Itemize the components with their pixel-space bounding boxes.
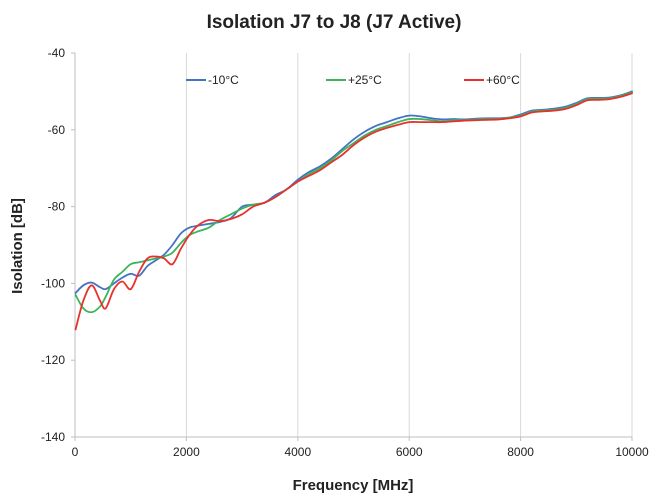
x-tick-label-5: 10000	[615, 445, 649, 459]
y-axis-label: Isolation [dB]	[9, 198, 26, 294]
chart-title: Isolation J7 to J8 (J7 Active)	[207, 12, 462, 33]
y-tick-label-2: -80	[48, 200, 66, 214]
axes	[71, 52, 633, 441]
legend: -10°C +25°C +60°C	[186, 73, 520, 87]
series-line-2	[74, 92, 633, 331]
y-tick-label-1: -60	[48, 123, 66, 137]
x-tick-label-2: 4000	[284, 445, 311, 459]
x-tick-label-1: 2000	[173, 445, 200, 459]
y-tick-label-5: -140	[41, 430, 65, 444]
x-tick-label-0: 0	[72, 445, 79, 459]
legend-label-2: +60°C	[486, 73, 520, 87]
series-line-0	[74, 90, 633, 294]
series-lines	[74, 90, 633, 331]
legend-label-0: -10°C	[208, 73, 239, 87]
y-tick-label-3: -100	[41, 276, 65, 290]
x-tick-label-3: 6000	[396, 445, 423, 459]
tick-labels: -40 -60 -80 -100 -120 -140 0 2000 4000 6000 8000 10…	[41, 46, 649, 459]
y-tick-label-0: -40	[48, 46, 66, 60]
legend-label-1: +25°C	[348, 73, 382, 87]
x-axis-label: Frequency [MHz]	[293, 477, 414, 494]
y-tick-label-4: -120	[41, 353, 65, 367]
x-tick-label-4: 8000	[507, 445, 534, 459]
